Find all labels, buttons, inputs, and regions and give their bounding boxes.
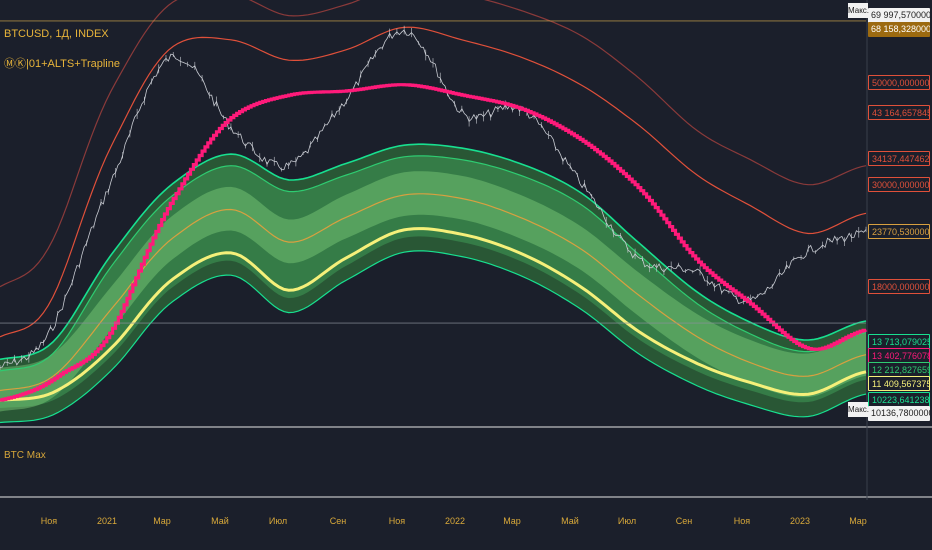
x-axis-label: 2021 — [96, 516, 118, 526]
price-tag: 12 212,8276590233180 — [868, 361, 930, 377]
overlay-layer — [0, 0, 932, 500]
envelope-inner-line — [0, 26, 867, 338]
lines-layer — [0, 0, 867, 424]
x-axis-label: Июл — [617, 516, 637, 526]
x-axis-label: Июл — [268, 516, 288, 526]
x-axis-label: Сен — [329, 516, 347, 526]
price-tag: 30000,0000000000000 — [868, 177, 930, 193]
price-tag: 34137,4474627262912 — [868, 151, 930, 167]
band-middle-line — [0, 193, 867, 392]
max-badge: Макс. — [848, 3, 869, 18]
x-axis-label: 2023 — [789, 516, 811, 526]
x-axis-label: Мар — [849, 516, 867, 526]
band-fill-2 — [0, 171, 866, 412]
moving-average-line — [0, 83, 868, 402]
x-axis-label: 2022 — [444, 516, 466, 526]
legend-indicator[interactable]: ⓂⓀ|01+ALTS+Trapline — [4, 58, 120, 70]
band-top-line — [0, 143, 867, 361]
price-tag: 10223,6412381466032 — [868, 392, 930, 408]
price-tag: 69 997,5700000000000 — [868, 8, 930, 24]
x-axis-label: Ноя — [733, 516, 751, 526]
x-axis-label: Май — [211, 516, 229, 526]
bands-layer — [0, 144, 866, 423]
x-axis-label: Ноя — [388, 516, 406, 526]
price-tag: 50000,0000000000000 — [868, 75, 930, 91]
band-fill-1 — [0, 155, 866, 408]
x-axis-label: Мар — [503, 516, 521, 526]
band-lowest-line — [0, 250, 867, 424]
price-tag: 43 164,6578459786144 — [868, 104, 930, 120]
pane2-label[interactable]: BTC Мах — [4, 450, 46, 461]
band-upper-line — [0, 155, 867, 372]
price-layer — [0, 25, 867, 371]
price-tag: 23770,5300000000000 — [868, 223, 930, 239]
envelope-outer-line — [0, 0, 867, 288]
legend-symbol[interactable]: BTCUSD, 1Д, INDEX — [4, 28, 109, 40]
price-tag: 13 713,0790250450708 — [868, 333, 930, 349]
price-tag: 68 158,328000000008192 — [868, 22, 930, 38]
x-axis-label: Май — [561, 516, 579, 526]
x-axis-label: Сен — [675, 516, 693, 526]
max-badge: Макс. — [848, 402, 869, 417]
x-axis-label: Мар — [153, 516, 171, 526]
band-bottom-line — [0, 227, 867, 402]
price-tag: 10136,780000000000 — [868, 406, 930, 422]
price-tag: 11 409,567375000061952 — [868, 375, 930, 391]
price-tag: 18000,0000000000000 — [868, 279, 930, 295]
ma-layer — [0, 83, 868, 402]
price-tag: 13 402,7760788473072 — [868, 347, 930, 363]
x-axis-label: Ноя — [40, 516, 58, 526]
